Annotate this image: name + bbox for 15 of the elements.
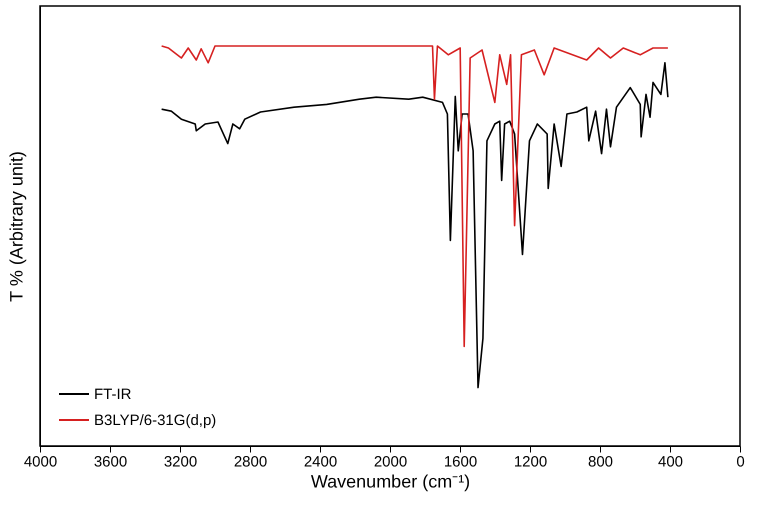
- x-tick-label: 2000: [374, 454, 408, 470]
- y-axis-title: T % (Arbitrary unit): [6, 151, 26, 302]
- x-tick-label: 2800: [234, 454, 268, 470]
- x-tick-label: 1200: [514, 454, 548, 470]
- legend-label: FT-IR: [94, 386, 132, 403]
- legend-label: B3LYP/6-31G(d,p): [94, 412, 216, 429]
- x-axis-title: Wavenumber (cm⁻¹): [310, 472, 470, 492]
- x-tick-label: 4000: [24, 454, 58, 470]
- x-tick-label: 3200: [164, 454, 198, 470]
- x-tick-label: 400: [658, 454, 684, 470]
- x-tick-label: 800: [588, 454, 614, 470]
- x-tick-label: 2400: [304, 454, 338, 470]
- x-tick-label: 1600: [444, 454, 478, 470]
- x-tick-label: 0: [736, 454, 745, 470]
- x-tick-label: 3600: [94, 454, 128, 470]
